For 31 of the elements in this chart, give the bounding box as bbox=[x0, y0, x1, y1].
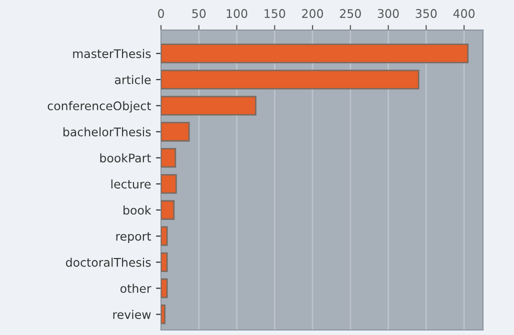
x-tick-label: 250 bbox=[340, 9, 361, 18]
y-tick-label: other bbox=[120, 284, 152, 293]
bar bbox=[161, 96, 256, 116]
bar bbox=[161, 200, 175, 220]
y-tick-label: book bbox=[124, 206, 152, 215]
bar bbox=[161, 252, 168, 272]
x-tick-label: 200 bbox=[302, 9, 324, 18]
bar bbox=[161, 278, 168, 298]
y-tick-label: masterThesis bbox=[73, 48, 151, 58]
y-tick-label: article bbox=[114, 75, 151, 84]
y-tick-label: doctoralThesis bbox=[66, 258, 151, 267]
bar bbox=[161, 70, 420, 90]
bar bbox=[161, 304, 166, 324]
x-tick-label: 50 bbox=[192, 9, 206, 18]
y-tick-label: lecture bbox=[111, 179, 151, 189]
bar bbox=[161, 226, 168, 246]
bar bbox=[161, 122, 190, 142]
bar bbox=[161, 148, 176, 168]
x-tick-label: 350 bbox=[416, 9, 437, 18]
x-tick-label: 0 bbox=[158, 9, 164, 18]
y-tick-label: bachelorThesis bbox=[63, 127, 151, 136]
y-tick-label: review bbox=[113, 310, 151, 319]
y-tick-label: report bbox=[116, 232, 151, 244]
y-tick-label: bookPart bbox=[100, 153, 151, 162]
y-tick-label: conferenceObject bbox=[48, 101, 151, 113]
x-tick-label: 300 bbox=[378, 9, 399, 18]
x-tick-label: 400 bbox=[453, 9, 475, 18]
bar bbox=[161, 174, 177, 194]
x-tick-label: 100 bbox=[226, 9, 248, 18]
bar bbox=[161, 44, 469, 64]
x-tick-label: 150 bbox=[264, 9, 286, 18]
